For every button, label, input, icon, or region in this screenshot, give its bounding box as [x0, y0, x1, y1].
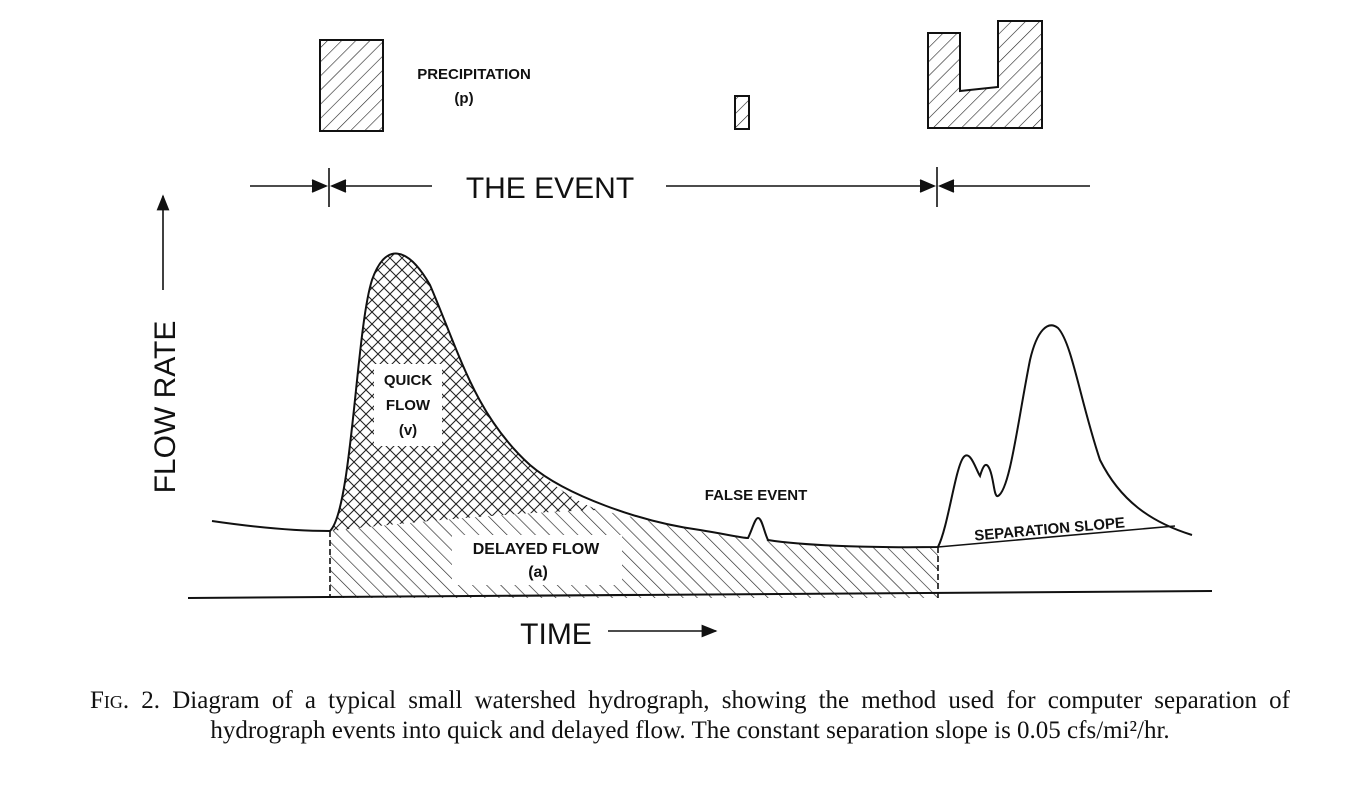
caption-text: Diagram of a typical small watershed hyd… [172, 687, 1290, 744]
false-event-label: FALSE EVENT [705, 487, 808, 504]
precipitation-bar-2 [734, 95, 750, 130]
event-label: THE EVENT [466, 172, 634, 205]
quick-flow-label-line-3: (v) [399, 422, 417, 439]
precipitation-symbol: (p) [454, 90, 473, 107]
delayed-flow-region [330, 510, 938, 598]
quick-flow-label-box [374, 364, 442, 446]
hydrograph-diagram: PRECIPITATION (p) THE EVENT FLOW RATE TI… [149, 20, 1213, 651]
x-axis [187, 590, 1213, 599]
precipitation-label: PRECIPITATION [417, 66, 531, 83]
y-axis-label: FLOW RATE [149, 321, 182, 494]
hydrograph-curve [211, 252, 1193, 549]
separation-slope-label: SEPARATION SLOPE [974, 514, 1126, 544]
quick-flow-region [330, 253, 598, 531]
figure-caption: Fig. 2. Diagram of a typical small water… [90, 686, 1290, 746]
delayed-flow-label-line-1: DELAYED FLOW [473, 541, 600, 558]
x-axis-label: TIME [520, 618, 592, 651]
delayed-flow-label-line-2: (a) [528, 564, 548, 581]
quick-flow-label-line-2: FLOW [386, 397, 431, 414]
delayed-flow-label-box [452, 535, 622, 585]
precipitation-bar-3 [927, 20, 1043, 129]
separation-slope-line [937, 525, 1176, 548]
precipitation-bar-1 [319, 39, 384, 132]
figure-label: Fig. 2. [90, 687, 161, 714]
quick-flow-label-line-1: QUICK [384, 372, 433, 389]
event-span [250, 167, 1090, 207]
